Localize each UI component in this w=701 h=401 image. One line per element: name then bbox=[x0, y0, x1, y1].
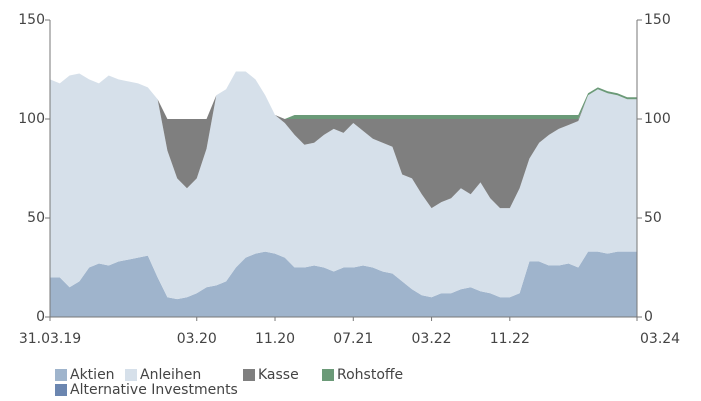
y2-tick-label: 0 bbox=[644, 309, 653, 325]
legend-swatch bbox=[322, 369, 334, 381]
legend-swatch bbox=[125, 369, 137, 381]
area bbox=[50, 71, 637, 300]
legend-label: Anleihen bbox=[140, 367, 201, 383]
x-tick-label: 07.21 bbox=[333, 331, 373, 347]
legend-label: Kasse bbox=[258, 367, 299, 383]
y2-tick-label: 50 bbox=[644, 210, 662, 226]
y-tick-label: 150 bbox=[18, 12, 45, 28]
legend-label: Alternative Investments bbox=[70, 382, 238, 398]
x-tick-label: 11.20 bbox=[255, 331, 295, 347]
area bbox=[50, 251, 637, 317]
x-tick-label: 03.20 bbox=[177, 331, 217, 347]
x-tick-label: 31.03.19 bbox=[19, 331, 81, 347]
y2-tick-label: 100 bbox=[644, 111, 671, 127]
x-tick-label: 03.24 bbox=[640, 331, 680, 347]
area bbox=[50, 71, 637, 209]
x-tick-label: 03.22 bbox=[412, 331, 452, 347]
legend-swatch bbox=[55, 384, 67, 396]
y-tick-label: 50 bbox=[27, 210, 45, 226]
legend-label: Rohstoffe bbox=[337, 367, 403, 383]
legend-swatch bbox=[243, 369, 255, 381]
legend-label: Aktien bbox=[70, 367, 115, 383]
y2-tick-label: 150 bbox=[644, 12, 671, 28]
y-tick-label: 0 bbox=[36, 309, 45, 325]
y-tick-label: 100 bbox=[18, 111, 45, 127]
x-tick-label: 11.22 bbox=[490, 331, 530, 347]
legend-swatch bbox=[55, 369, 67, 381]
